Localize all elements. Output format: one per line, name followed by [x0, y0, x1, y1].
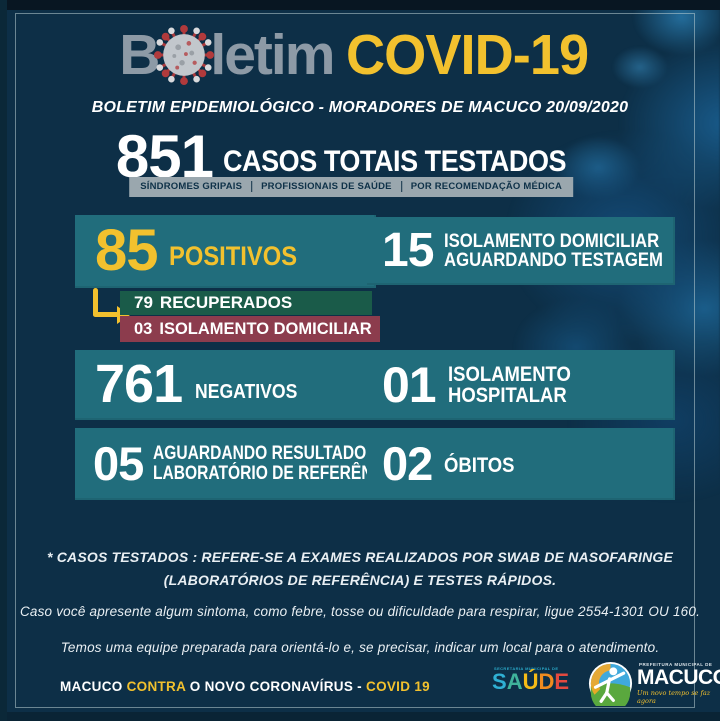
- obitos-label: ÓBITOS: [444, 454, 515, 477]
- arrow-right-icon: [93, 312, 120, 317]
- category-divider: [251, 181, 253, 192]
- stat-box-aguardando-resultado: 05 AGUARDANDO RESULTADO DO LABORATÓRIO D…: [75, 428, 400, 500]
- aguardando-resultado-label: AGUARDANDO RESULTADO DO LABORATÓRIO DE R…: [153, 443, 400, 484]
- total-tested: 851 CASOS TOTAIS TESTADOS: [0, 123, 720, 190]
- category-profissionais-saude: PROFISSIONAIS DE SAÚDE: [261, 181, 392, 192]
- aguardando-resultado-value: 05: [93, 437, 144, 491]
- slogan-part-macuco: MACUCO: [60, 679, 127, 694]
- note-casos-testados: * CASOS TESTADOS : REFERE-SE A EXAMES RE…: [46, 549, 674, 589]
- macuco-prefeitura-logo: PREFEITURA MUNICIPAL DE MACUCO Um novo t…: [588, 661, 720, 706]
- coronavirus-icon: [154, 24, 215, 86]
- bottom-border-strip: [0, 712, 720, 721]
- note-sintomas-telefone: Caso você apresente algum sintoma, como …: [19, 604, 701, 619]
- stat-box-isolamento-testagem: 15 ISOLAMENTO DOMICILIAR AGUARDANDO TEST…: [367, 217, 675, 285]
- tested-categories-bar: SÍNDROMES GRIPAIS PROFISSIONAIS DE SAÚDE…: [129, 177, 574, 197]
- macuco-crest-icon: [588, 661, 633, 706]
- isolamento-testagem-value: 15: [382, 223, 434, 277]
- isolamento-hospitalar-value: 01: [382, 357, 437, 413]
- slogan-part-covid19: COVID 19: [366, 679, 430, 694]
- isolamento-domiciliar-label: ISOLAMENTO DOMICILIAR: [159, 319, 372, 338]
- note-equipe-atendimento: Temos uma equipe preparada para orientá-…: [60, 640, 660, 655]
- positivos-label: POSITIVOS: [168, 240, 297, 271]
- stat-box-isolamento-hospitalar: 01 ISOLAMENTO HOSPITALAR: [367, 350, 675, 420]
- stat-box-negativos: 761 NEGATIVOS: [75, 350, 376, 420]
- campaign-slogan: MACUCO CONTRA O NOVO CORONAVÍRUS - COVID…: [60, 679, 430, 694]
- macuco-logo-overline: PREFEITURA MUNICIPAL DE: [639, 662, 713, 667]
- positivos-value: 85: [95, 218, 159, 284]
- isolamento-hospitalar-label: ISOLAMENTO HOSPITALAR: [447, 363, 571, 407]
- category-recomendacao-medica: POR RECOMENDAÇÃO MÉDICA: [410, 181, 563, 192]
- bulletin-subtitle: BOLETIM EPIDEMIOLÓGICO - MORADORES DE MA…: [91, 99, 629, 116]
- page-title: B: [0, 22, 720, 88]
- recuperados-label: RECUPERADOS: [159, 293, 293, 312]
- saude-logo-overline: SECRETARIA MUNICIPAL DE: [494, 666, 559, 671]
- slogan-part-contra: CONTRA: [126, 679, 190, 694]
- saude-logo-wordmark: SAÚDE: [492, 669, 570, 694]
- slogan-part-coronavirus: O NOVO CORONAVÍRUS -: [189, 679, 367, 694]
- total-tested-value: 851: [115, 123, 214, 190]
- bar-isolamento-domiciliar: 03 ISOLAMENTO DOMICILIAR: [120, 316, 380, 342]
- category-sindromes-gripais: SÍNDROMES GRIPAIS: [140, 181, 243, 192]
- title-suffix: letim: [210, 23, 335, 87]
- title-covid19: COVID-19: [345, 23, 589, 87]
- category-divider: [400, 181, 402, 192]
- title-prefix: B: [119, 23, 160, 87]
- top-border-strip: [0, 0, 720, 10]
- bar-recuperados: 79 RECUPERADOS: [120, 291, 372, 315]
- obitos-value: 02: [382, 437, 433, 491]
- recuperados-value: 79: [134, 293, 153, 312]
- macuco-logo-tagline: Um novo tempo se faz agora: [637, 689, 711, 705]
- isolamento-domiciliar-value: 03: [134, 319, 153, 338]
- arrow-down-icon: [93, 288, 98, 317]
- negativos-label: NEGATIVOS: [195, 380, 298, 403]
- total-tested-label: CASOS TOTAIS TESTADOS: [222, 145, 567, 179]
- isolamento-testagem-label: ISOLAMENTO DOMICILIAR AGUARDANDO TESTAGE…: [444, 231, 664, 271]
- left-border-strip: [0, 0, 7, 721]
- negativos-value: 761: [95, 354, 183, 415]
- stat-box-positivos: 85 POSITIVOS: [75, 215, 376, 288]
- stat-box-obitos: 02 ÓBITOS: [367, 428, 675, 500]
- macuco-logo-name: MACUCO: [637, 666, 720, 689]
- macuco-logo-text: PREFEITURA MUNICIPAL DE MACUCO Um novo t…: [637, 662, 720, 705]
- saude-logo: SECRETARIA MUNICIPAL DE SAÚDE: [492, 666, 588, 693]
